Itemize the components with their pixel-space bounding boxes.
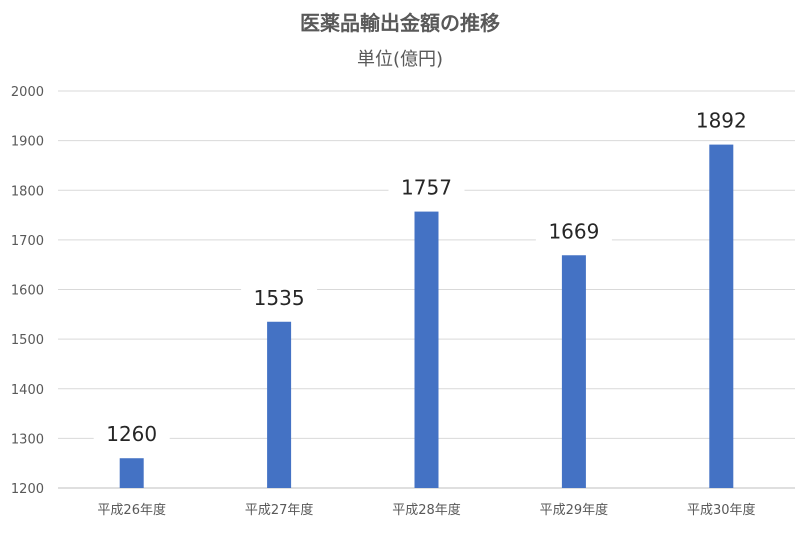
y-tick-label: 1200 [11, 482, 44, 497]
y-tick-label: 1400 [11, 383, 44, 398]
data-label-background [388, 171, 465, 202]
bar [267, 321, 292, 488]
y-axis-ticks: 1200 1300 1400 1500 1600 1700 1800 1900 2000 [11, 85, 44, 497]
y-tick-label: 2000 [11, 85, 44, 100]
x-axis-ticks: 平成26年度 平成27年度 平成28年度 平成29年度 平成30年度 [97, 502, 755, 518]
y-tick-label: 1300 [11, 432, 44, 447]
data-label: 1757 [401, 176, 452, 200]
data-label-background [241, 281, 318, 312]
data-label-background [93, 418, 170, 449]
x-tick-label: 平成27年度 [245, 502, 314, 518]
chart-title: 医薬品輸出金額の推移 [300, 11, 500, 35]
y-tick-label: 1800 [11, 184, 44, 199]
y-tick-label: 1900 [11, 135, 44, 150]
x-tick-label: 平成26年度 [97, 502, 166, 518]
data-label-background [535, 215, 612, 246]
bar [709, 144, 734, 488]
bar [561, 255, 586, 488]
bars [119, 144, 734, 488]
x-tick-label: 平成30年度 [687, 502, 756, 518]
chart-subtitle: 単位(億円) [357, 49, 443, 70]
y-tick-label: 1500 [11, 333, 44, 348]
y-tick-label: 1700 [11, 234, 44, 249]
x-tick-label: 平成28年度 [392, 502, 461, 518]
data-label: 1669 [548, 219, 599, 243]
data-label-background [683, 104, 760, 135]
data-label: 1892 [696, 109, 747, 133]
bar [414, 211, 439, 488]
bar [119, 458, 144, 488]
x-tick-label: 平成29年度 [540, 502, 609, 518]
data-labels: 1260 1535 1757 1669 1892 [93, 104, 760, 449]
data-label: 1535 [254, 286, 305, 310]
y-tick-label: 1600 [11, 284, 44, 299]
data-label: 1260 [106, 422, 157, 446]
